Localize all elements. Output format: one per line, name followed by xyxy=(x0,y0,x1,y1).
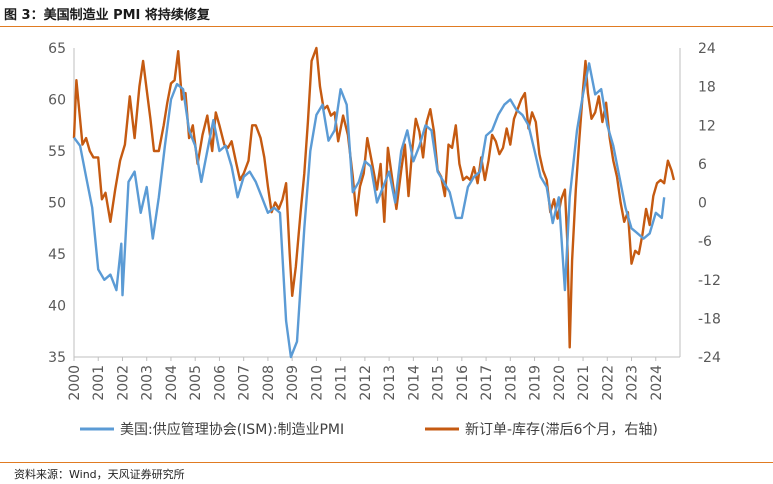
x-tick-label: 2018 xyxy=(503,365,519,401)
x-tick-label: 2017 xyxy=(479,365,495,401)
x-tick-label: 2019 xyxy=(528,365,544,401)
x-tick-label: 2022 xyxy=(600,365,616,401)
legend: 美国:供应管理协会(ISM):制造业PMI 新订单-库存(滞后6个月，右轴) xyxy=(80,421,658,438)
y-right-tick-label: 12 xyxy=(698,118,716,134)
x-tick-label: 2016 xyxy=(455,365,471,401)
y-left-tick-label: 55 xyxy=(48,144,66,160)
y-right-tick-label: 6 xyxy=(698,157,707,173)
x-tick-label: 2015 xyxy=(431,365,447,401)
series-ism-pmi-line xyxy=(73,62,666,359)
y-left-tick-label: 60 xyxy=(48,93,66,109)
y-left-tick-label: 35 xyxy=(48,350,66,366)
y-right-tick-label: -24 xyxy=(698,350,721,366)
y-right-tick-label: -6 xyxy=(698,234,712,250)
x-tick-label: 2009 xyxy=(285,365,301,401)
y-left-tick-label: 50 xyxy=(48,196,66,212)
x-tick-label: 2008 xyxy=(261,365,277,401)
legend-label-ism: 美国:供应管理协会(ISM):制造业PMI xyxy=(120,421,344,438)
x-tick-label: 2002 xyxy=(115,365,131,401)
x-tick-label: 2004 xyxy=(164,365,180,401)
left-ticks: 35 40 45 50 55 60 65 xyxy=(48,41,66,366)
top-rule xyxy=(0,26,773,27)
x-tick-label: 2020 xyxy=(552,365,568,401)
x-tick-label: 2001 xyxy=(91,365,107,401)
source-note: 资料来源：Wind，天风证券研究所 xyxy=(14,468,185,481)
legend-label-no-inventory: 新订单-库存(滞后6个月，右轴) xyxy=(465,422,658,438)
x-tick-label: 2023 xyxy=(625,365,641,401)
y-left-tick-label: 45 xyxy=(48,247,66,263)
x-tick-label: 2003 xyxy=(140,365,156,401)
x-tick-label: 2013 xyxy=(382,365,398,401)
right-ticks: -24 -18 -12 -6 0 6 12 18 24 xyxy=(698,41,721,366)
x-tick-label: 2000 xyxy=(67,365,83,401)
y-right-tick-label: 18 xyxy=(698,80,716,96)
x-tick-label: 2011 xyxy=(334,365,350,401)
y-right-tick-label: -12 xyxy=(698,273,721,289)
y-right-tick-label: -18 xyxy=(698,311,721,327)
series-no-inventory-line xyxy=(72,46,676,349)
x-tick-label: 2010 xyxy=(309,365,325,401)
y-right-tick-label: 0 xyxy=(698,196,707,212)
x-tick-label: 2012 xyxy=(358,365,374,401)
x-tick-label: 2007 xyxy=(237,365,253,401)
x-tick-label: 2024 xyxy=(649,365,665,401)
y-left-tick-label: 40 xyxy=(48,299,66,315)
bottom-rule xyxy=(0,462,773,463)
figure-title: 图 3：美国制造业 PMI 将持续修复 xyxy=(4,8,210,23)
y-left-tick-label: 65 xyxy=(48,41,66,57)
x-tick-label: 2005 xyxy=(188,365,204,401)
x-tick-label: 2006 xyxy=(212,365,228,401)
x-tick-label: 2021 xyxy=(576,365,592,401)
x-tick-label: 2014 xyxy=(406,365,422,401)
y-right-tick-label: 24 xyxy=(698,41,716,57)
x-ticks: 2000 2001 2002 2003 2004 2005 2006 2007 2008 2009… xyxy=(67,357,665,401)
